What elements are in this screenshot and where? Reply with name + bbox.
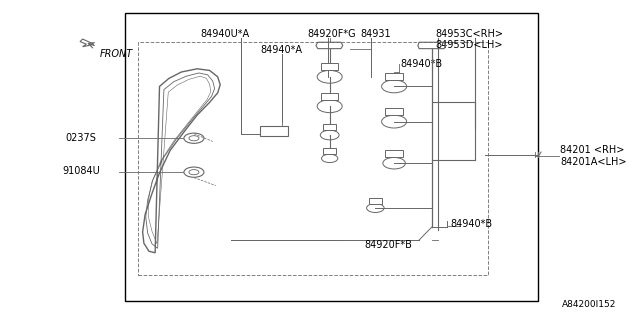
Text: 0237S: 0237S [66,132,97,143]
Bar [385,150,403,157]
Text: 84201 <RH>: 84201 <RH> [560,145,624,156]
Text: 91084U: 91084U [63,166,100,176]
Bar [321,63,339,70]
Text: 84201A<LH>: 84201A<LH> [560,156,627,167]
Text: 84920F*G: 84920F*G [307,28,356,39]
Text: FRONT: FRONT [100,49,133,59]
Text: A84200I152: A84200I152 [562,300,616,309]
Text: 84940*B: 84940*B [451,219,493,229]
Text: 84953C<RH>: 84953C<RH> [435,28,503,39]
Bar [323,148,336,154]
Text: 84940*A: 84940*A [260,44,303,55]
Text: 84931: 84931 [360,28,390,39]
Bar [385,73,403,80]
Bar [125,13,538,301]
Bar [260,126,288,136]
Bar [385,108,403,115]
Bar [369,198,381,204]
Text: 84953D<LH>: 84953D<LH> [435,40,503,50]
Text: 84940*B: 84940*B [401,59,442,69]
Text: 84920F*B: 84920F*B [364,240,412,250]
Bar [323,124,336,130]
Bar [321,93,339,100]
Bar [138,42,488,275]
Text: 84940U*A: 84940U*A [201,28,250,39]
